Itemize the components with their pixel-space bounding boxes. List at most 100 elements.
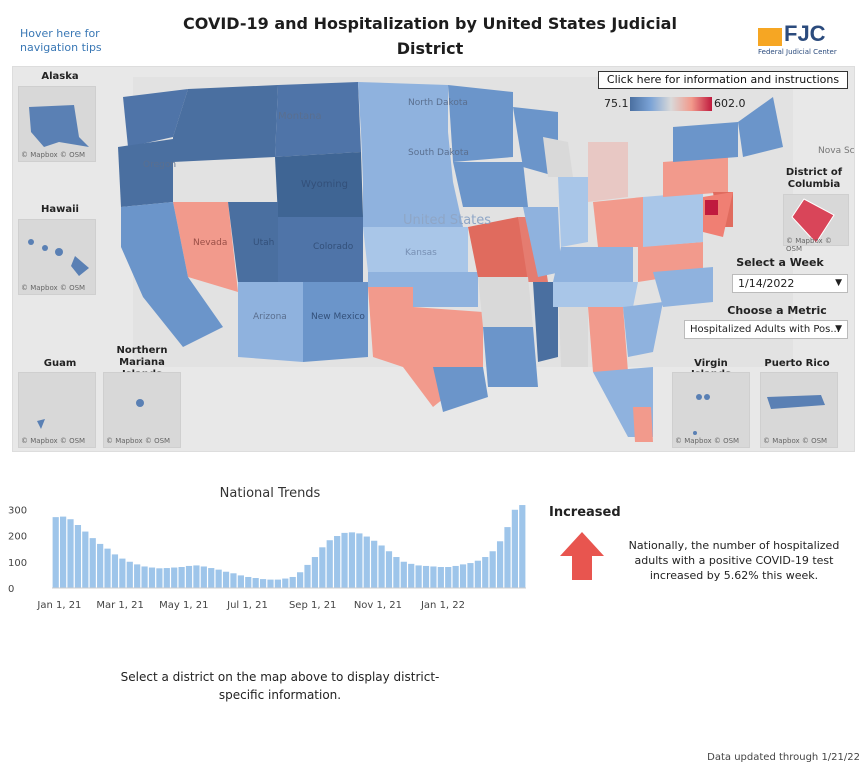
trend-bar[interactable] <box>459 564 467 589</box>
trend-bar[interactable] <box>311 557 319 588</box>
trend-bar[interactable] <box>297 572 304 588</box>
district-arizona[interactable] <box>238 282 303 362</box>
trend-bar[interactable] <box>193 565 200 588</box>
district-indiana[interactable] <box>558 177 588 247</box>
trend-bar[interactable] <box>496 541 504 588</box>
week-select[interactable]: 1/14/2022 ▼ <box>732 274 848 293</box>
trend-bar[interactable] <box>171 567 178 588</box>
district-south-carolina[interactable] <box>623 302 663 357</box>
district-missouri-west[interactable] <box>468 217 533 277</box>
trend-bar[interactable] <box>504 527 511 588</box>
trend-bar[interactable] <box>519 505 526 588</box>
district-colorado[interactable] <box>278 217 363 282</box>
trend-bar[interactable] <box>67 519 74 588</box>
district-ohio[interactable] <box>593 197 643 247</box>
inset-hawaii[interactable]: © Mapbox © OSM <box>18 219 96 295</box>
trend-bar[interactable] <box>408 563 415 588</box>
district-arkansas[interactable] <box>478 277 533 327</box>
district-utah[interactable] <box>228 202 278 282</box>
hawaii-shape[interactable] <box>19 220 97 296</box>
trend-bar[interactable] <box>230 573 237 588</box>
district-kentucky[interactable] <box>553 247 633 282</box>
district-california[interactable] <box>121 202 223 347</box>
district-idaho-montana[interactable] <box>173 85 278 162</box>
trend-bar[interactable] <box>237 575 244 588</box>
district-kansas[interactable] <box>363 227 468 272</box>
trend-bar[interactable] <box>430 566 437 588</box>
trend-bar[interactable] <box>385 551 393 588</box>
trend-bar[interactable] <box>400 561 407 588</box>
trend-bar[interactable] <box>422 565 430 588</box>
trend-bar[interactable] <box>148 567 156 588</box>
trend-bar[interactable] <box>334 536 341 588</box>
trend-bar[interactable] <box>371 540 378 588</box>
trend-bar[interactable] <box>289 576 296 588</box>
dc-shape[interactable] <box>784 195 850 247</box>
trend-bar[interactable] <box>208 568 215 588</box>
trend-bar[interactable] <box>511 509 518 588</box>
trend-bar[interactable] <box>200 566 207 588</box>
inset-guam[interactable]: © Mapbox © OSM <box>18 372 96 448</box>
guam-shape[interactable] <box>19 373 97 449</box>
district-mississippi[interactable] <box>533 282 558 362</box>
trend-bar[interactable] <box>282 578 289 588</box>
trend-bar[interactable] <box>163 568 170 588</box>
inset-dc[interactable]: © Mapbox © OSM <box>783 194 850 253</box>
trend-bar[interactable] <box>119 558 126 588</box>
inset-alaska[interactable]: © Mapbox © OSM <box>18 86 96 162</box>
trend-bar[interactable] <box>378 545 385 588</box>
trend-bar[interactable] <box>97 543 104 588</box>
district-nevada[interactable] <box>173 202 238 292</box>
trend-bar[interactable] <box>319 547 326 588</box>
district-michigan-east[interactable] <box>588 142 628 202</box>
trend-bar[interactable] <box>141 566 148 588</box>
trend-bar[interactable] <box>82 531 89 588</box>
district-montana[interactable] <box>275 82 361 157</box>
nmi-shape[interactable] <box>104 373 182 449</box>
inset-vi[interactable]: © Mapbox © OSM <box>672 372 750 448</box>
trend-bar[interactable] <box>474 560 481 588</box>
trend-bar[interactable] <box>489 551 496 588</box>
trend-bar[interactable] <box>178 567 185 588</box>
district-pennsylvania[interactable] <box>663 157 728 197</box>
district-michigan-west[interactable] <box>543 137 573 177</box>
trend-bar[interactable] <box>452 565 459 588</box>
trend-bar[interactable] <box>445 567 452 588</box>
trend-bar[interactable] <box>393 557 400 588</box>
trend-bar[interactable] <box>74 525 82 588</box>
district-florida-south[interactable] <box>633 407 653 442</box>
trend-bar[interactable] <box>60 516 67 588</box>
national-trends-chart[interactable]: 300 200 100 0 Jan 1, 21 Mar 1, 21 May 1, 21 Jul… <box>4 500 534 612</box>
trend-bar[interactable] <box>341 532 348 589</box>
trend-bar[interactable] <box>89 538 96 589</box>
trend-bar[interactable] <box>363 536 370 588</box>
district-south-dakota[interactable] <box>361 132 453 182</box>
trend-bar[interactable] <box>185 565 193 588</box>
vi-shape[interactable] <box>673 373 751 449</box>
district-louisiana[interactable] <box>483 327 538 387</box>
district-tennessee[interactable] <box>553 282 638 307</box>
district-north-carolina[interactable] <box>653 267 713 307</box>
trend-bar[interactable] <box>126 561 133 588</box>
info-instructions-button[interactable]: Click here for information and instructi… <box>598 71 848 89</box>
navigation-tips-link[interactable]: Hover here for navigation tips <box>20 27 102 54</box>
inset-nmi[interactable]: © Mapbox © OSM <box>103 372 181 448</box>
district-new-york-north[interactable] <box>673 122 738 162</box>
trend-bar[interactable] <box>267 579 274 588</box>
trend-bar[interactable] <box>52 517 59 589</box>
trend-bar[interactable] <box>259 579 267 588</box>
district-oregon[interactable] <box>118 139 173 207</box>
trend-bar[interactable] <box>304 564 311 588</box>
trend-bar[interactable] <box>156 568 163 588</box>
metric-select[interactable]: Hospitalized Adults with Pos... ▼ <box>684 320 848 339</box>
district-texas-south[interactable] <box>433 367 488 412</box>
district-georgia[interactable] <box>588 307 628 372</box>
trend-bar[interactable] <box>252 578 259 588</box>
trend-bar[interactable] <box>274 579 281 588</box>
trend-bar[interactable] <box>215 569 222 589</box>
trend-bar[interactable] <box>415 565 422 588</box>
trend-bar[interactable] <box>245 576 252 588</box>
trend-bar[interactable] <box>356 533 363 588</box>
trend-bar[interactable] <box>104 548 111 589</box>
district-wyoming[interactable] <box>275 152 363 217</box>
